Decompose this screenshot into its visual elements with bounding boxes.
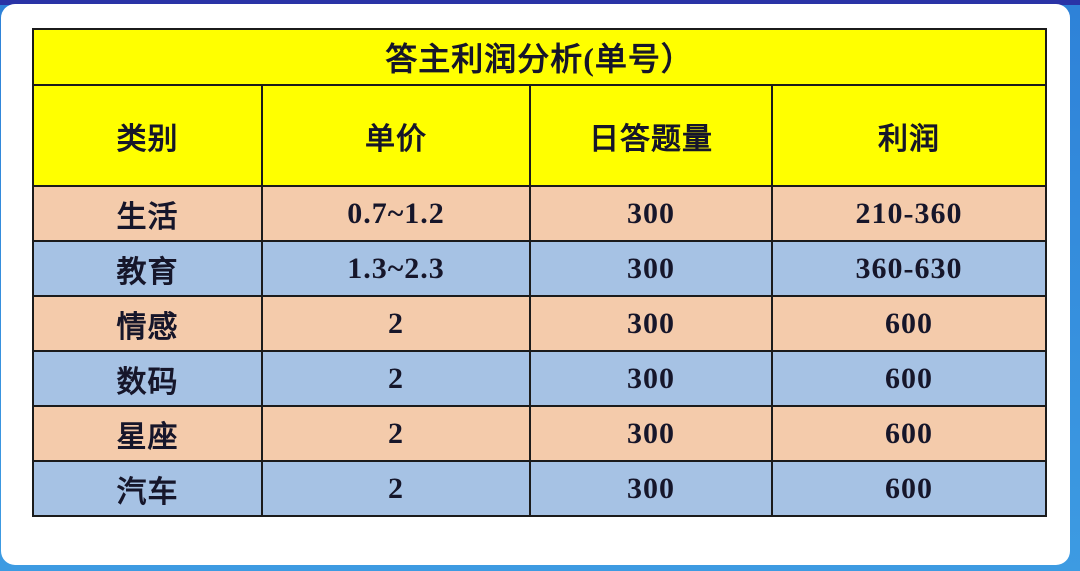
cell-unit-price: 2 [261,405,531,462]
cell-unit-price: 2 [261,350,531,407]
cell-daily-volume: 300 [529,240,773,297]
cell-unit-price: 1.3~2.3 [261,240,531,297]
col-header-profit: 利润 [770,84,1048,187]
table-header-row: 类别 单价 日答题量 利润 [32,84,1048,187]
table-row-emotion: 情感 2 300 600 [32,295,1048,352]
col-header-category: 类别 [32,84,263,187]
table-title: 答主利润分析(单号） [31,28,1048,86]
cell-category: 数码 [32,350,263,407]
cell-unit-price: 0.7~1.2 [261,185,531,242]
cell-profit: 600 [770,350,1048,407]
col-header-unit-price: 单价 [261,84,531,187]
cell-unit-price: 2 [261,295,531,352]
cell-profit: 600 [770,460,1048,517]
cell-category: 星座 [32,405,263,462]
cell-profit: 360-630 [770,240,1048,297]
profit-analysis-table: 答主利润分析(单号） 类别 单价 日答题量 利润 生活 0.7~1.2 300 … [31,28,1048,517]
cell-daily-volume: 300 [529,405,773,462]
cell-daily-volume: 300 [529,295,773,352]
cell-category: 教育 [32,240,263,297]
table-row-life: 生活 0.7~1.2 300 210-360 [32,185,1048,242]
cell-profit: 210-360 [770,185,1048,242]
cell-daily-volume: 300 [529,460,773,517]
table-row-digital: 数码 2 300 600 [32,350,1048,407]
col-header-daily-volume: 日答题量 [529,84,773,187]
slide-panel: 答主利润分析(单号） 类别 单价 日答题量 利润 生活 0.7~1.2 300 … [1,4,1070,565]
table-row-constellation: 星座 2 300 600 [32,405,1048,462]
table-title-row: 答主利润分析(单号） [31,28,1048,86]
cell-unit-price: 2 [261,460,531,517]
cell-category: 生活 [32,185,263,242]
table-row-car: 汽车 2 300 600 [32,460,1048,517]
cell-daily-volume: 300 [529,185,773,242]
cell-category: 情感 [32,295,263,352]
cell-daily-volume: 300 [529,350,773,407]
table-row-education: 教育 1.3~2.3 300 360-630 [32,240,1048,297]
cell-profit: 600 [770,405,1048,462]
cell-profit: 600 [770,295,1048,352]
cell-category: 汽车 [32,460,263,517]
